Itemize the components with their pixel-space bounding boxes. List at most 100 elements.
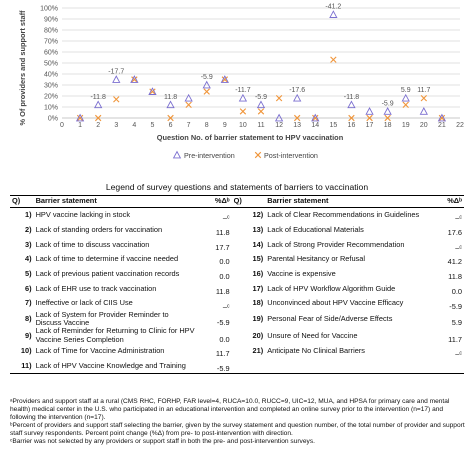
pre-intervention-marker bbox=[329, 10, 338, 18]
table-header-row: Q) Barrier statement %Δᵇ Q) Barrier stat… bbox=[10, 195, 464, 208]
x-tick-label: 0 bbox=[60, 122, 64, 129]
data-label: -5.9 bbox=[201, 74, 213, 81]
pre-intervention-marker bbox=[347, 100, 356, 109]
legend-label-pre: Pre-intervention bbox=[184, 151, 235, 160]
header-q: Q) bbox=[10, 195, 34, 208]
percent-change: –ᶜ bbox=[455, 213, 462, 223]
barrier-statement: Unsure of Need for Vaccine bbox=[267, 330, 358, 340]
table-row: 8) Lack of System for Provider Reminder t… bbox=[10, 309, 464, 328]
percent-change: 11.7 bbox=[448, 334, 462, 344]
y-tick-label: 60% bbox=[44, 50, 58, 57]
barrier-statement: Lack of EHR use to track vaccination bbox=[35, 283, 157, 293]
pre-intervention-marker bbox=[166, 100, 175, 109]
question-number: 12) bbox=[252, 210, 264, 220]
post-marker-stroke bbox=[275, 95, 283, 102]
y-tick-label: 0% bbox=[48, 116, 58, 123]
post-intervention-marker bbox=[293, 114, 301, 122]
y-tick-label: 10% bbox=[44, 105, 58, 112]
data-label: -5.9 bbox=[255, 94, 267, 101]
percent-change: –ᶜ bbox=[222, 213, 230, 223]
percent-change: 0.0 bbox=[451, 286, 462, 296]
post-intervention-marker bbox=[76, 114, 84, 122]
pre-intervention-marker bbox=[256, 100, 266, 109]
barrier-statement: Personal Fear of Side/Adverse Effects bbox=[267, 313, 393, 323]
pre-intervention-marker bbox=[437, 113, 447, 122]
percent-change: 11.8 bbox=[215, 228, 230, 238]
table-row: 2) Lack of standing orders for vaccinatio… bbox=[10, 223, 464, 238]
post-intervention-marker bbox=[438, 114, 446, 122]
question-number: 21) bbox=[252, 346, 264, 356]
header-delta: %Δᵇ bbox=[430, 195, 464, 208]
x-tick-label: 14 bbox=[311, 122, 319, 129]
pre-intervention-marker bbox=[311, 113, 320, 122]
pre-intervention-marker bbox=[419, 107, 428, 115]
table-row: 10) Lack of Time for Vaccine Administrati… bbox=[10, 344, 464, 359]
post-intervention-marker bbox=[167, 114, 174, 122]
post-intervention-marker bbox=[254, 151, 262, 159]
pre-intervention-marker bbox=[75, 113, 85, 122]
pre-intervention-marker bbox=[383, 107, 392, 115]
percent-change: -5.9 bbox=[198, 358, 232, 375]
question-number: 1) bbox=[25, 210, 32, 220]
x-tick-label: 5 bbox=[151, 122, 155, 129]
barrier-table: Q) Barrier statement %Δᵇ Q) Barrier stat… bbox=[10, 195, 464, 375]
barrier-statement: Lack of System for Provider Reminder to … bbox=[35, 309, 169, 328]
post-intervention-marker bbox=[131, 76, 138, 83]
percent-change bbox=[430, 358, 464, 375]
post-marker-stroke bbox=[221, 76, 229, 83]
y-tick-label: 40% bbox=[44, 72, 58, 79]
data-label: -11.7 bbox=[235, 87, 251, 94]
x-tick-label: 3 bbox=[114, 122, 118, 129]
barrier-statement: Lack of Educational Materials bbox=[267, 224, 364, 234]
data-labels: -11.8 -17.7 11.8 -5.9 -11.7 -5.9 -17.6 -41.2 -11… bbox=[90, 4, 430, 108]
barrier-statement: Lack of Time for Vaccine Administration bbox=[35, 346, 165, 356]
x-tick-label: 21 bbox=[438, 122, 446, 129]
scatter-chart: 0%10%20%30%40%50%60%70%80%90%100%0 1 2 3 4 5 6… bbox=[18, 4, 464, 160]
percent-change: 0.0 bbox=[219, 334, 230, 344]
barrier-statement: Vaccine is expensive bbox=[267, 268, 336, 278]
post-intervention-marker bbox=[239, 108, 247, 115]
percent-change: -5.9 bbox=[216, 318, 230, 328]
post-intervention-marker bbox=[366, 114, 373, 122]
data-label: -11.8 bbox=[90, 94, 106, 101]
header-q: Q) bbox=[231, 195, 266, 208]
question-number: 8) bbox=[25, 313, 32, 323]
question-number: 18) bbox=[252, 298, 264, 308]
y-tick-label: 50% bbox=[44, 61, 58, 68]
x-tick-label: 1 bbox=[78, 122, 82, 129]
percent-change: 11.8 bbox=[215, 286, 230, 296]
x-tick-label: 6 bbox=[169, 122, 173, 129]
x-tick-label: 2 bbox=[96, 122, 100, 129]
x-tick-label: 18 bbox=[384, 122, 392, 129]
percent-change: 5.9 bbox=[451, 318, 462, 328]
post-intervention-marker bbox=[94, 114, 102, 122]
post-marker-stroke bbox=[203, 88, 210, 95]
x-tick-label: 9 bbox=[223, 122, 227, 129]
table-row: 6) Lack of EHR use to track vaccination 11… bbox=[10, 281, 464, 296]
post-marker-stroke bbox=[167, 114, 174, 122]
barrier-statement: Lack of time to determine if vaccine nee… bbox=[35, 254, 179, 264]
question-number: 6) bbox=[25, 283, 32, 293]
data-label: -17.6 bbox=[289, 87, 305, 94]
post-intervention-marker bbox=[203, 88, 210, 95]
post-marker-stroke bbox=[185, 101, 192, 108]
data-label: 11.7 bbox=[417, 87, 430, 94]
header-delta: %Δᵇ bbox=[198, 195, 232, 208]
axes: 0%10%20%30%40%50%60%70%80%90%100%0 1 2 3 4 5 6… bbox=[40, 6, 464, 130]
footnote-a: ᵃProviders and support staff at a rural … bbox=[10, 398, 450, 421]
question-number: 10) bbox=[20, 346, 32, 356]
y-tick-label: 100% bbox=[40, 6, 58, 13]
post-marker-stroke bbox=[366, 114, 373, 122]
post-marker-stroke bbox=[312, 114, 319, 122]
x-tick-label: 12 bbox=[275, 122, 283, 129]
gridlines bbox=[62, 7, 460, 119]
table-row: 11) Lack of HPV Vaccine Knowledge and Tra… bbox=[10, 358, 464, 375]
post-marker-stroke bbox=[76, 114, 84, 122]
post-marker-stroke bbox=[149, 88, 156, 95]
pre-intervention-marker bbox=[293, 93, 302, 102]
data-label: -11.8 bbox=[344, 94, 360, 101]
pre-intervention-marker bbox=[148, 87, 157, 95]
question-number: 7) bbox=[25, 298, 32, 308]
data-label: 11.8 bbox=[164, 94, 177, 101]
post-intervention-marker bbox=[185, 101, 192, 108]
